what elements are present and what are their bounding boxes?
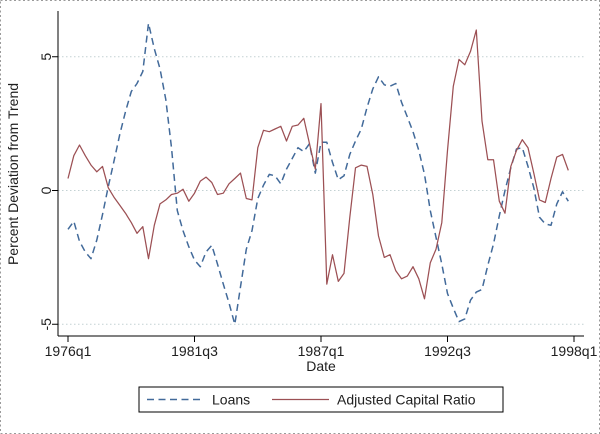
series-lines (67, 22, 569, 326)
x-tick-label: 1998q1 (551, 343, 598, 359)
series-line-loans (67, 22, 569, 326)
x-tick-label: 1981q3 (171, 343, 218, 359)
x-tick-label: 1976q1 (45, 343, 92, 359)
x-tick-label: 1992q3 (424, 343, 471, 359)
legend: Loans Adjusted Capital Ratio (138, 386, 504, 413)
legend-label-adjusted-capital-ratio: Adjusted Capital Ratio (337, 392, 476, 408)
x-axis-title: Date (306, 358, 336, 374)
y-axis-ticks: 5 0 -5 (38, 53, 58, 331)
x-axis-ticks: 1976q1 1981q3 1987q1 1992q3 1998q1 (45, 336, 598, 359)
y-axis-title: Percent Deviation from Trend (5, 83, 21, 265)
y-tick-label: -5 (38, 318, 54, 331)
legend-label-loans: Loans (212, 392, 250, 408)
x-tick-label: 1987q1 (298, 343, 345, 359)
y-tick-label: 0 (38, 186, 54, 194)
series-line-adjusted-capital-ratio (67, 29, 569, 300)
y-tick-label: 5 (38, 53, 54, 61)
